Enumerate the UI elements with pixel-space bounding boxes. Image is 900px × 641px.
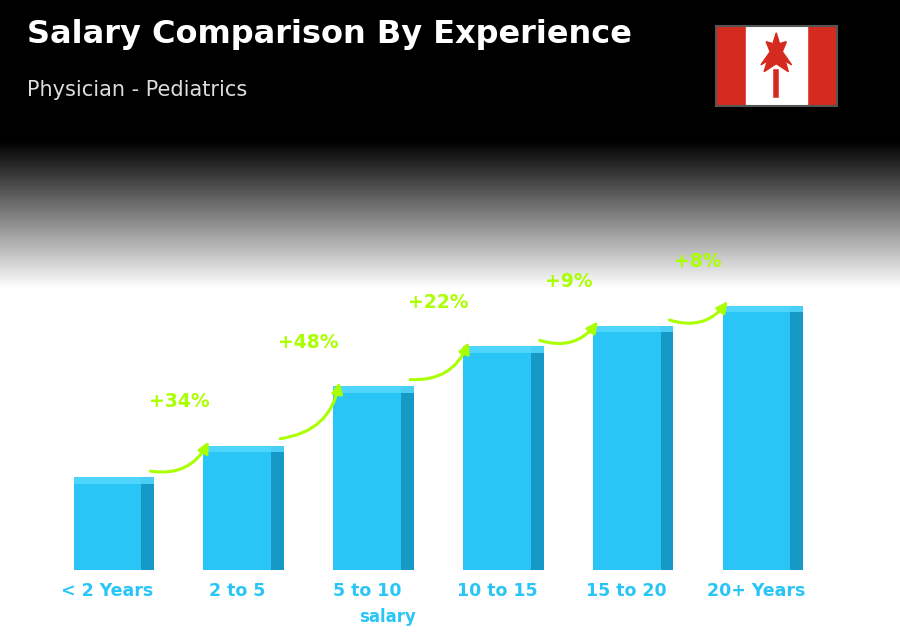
Text: Average Yearly Salary: Average Yearly Salary <box>874 308 886 436</box>
Text: explorer.com: explorer.com <box>418 608 526 626</box>
Bar <box>746 26 806 106</box>
Bar <box>593 326 661 570</box>
Bar <box>531 346 544 570</box>
Bar <box>74 478 141 570</box>
Polygon shape <box>760 33 792 72</box>
Bar <box>464 346 544 353</box>
Bar <box>593 326 673 333</box>
Text: +34%: +34% <box>148 392 209 411</box>
Text: salary: salary <box>359 608 416 626</box>
Text: Salary Comparison By Experience: Salary Comparison By Experience <box>27 19 632 50</box>
Bar <box>790 306 804 570</box>
Text: +9%: +9% <box>544 272 592 292</box>
Text: 386,000 CAD: 386,000 CAD <box>590 309 677 322</box>
Text: 354,000 CAD: 354,000 CAD <box>460 329 547 342</box>
Bar <box>806 26 837 106</box>
Bar <box>716 26 746 106</box>
Text: +22%: +22% <box>409 293 469 312</box>
Bar <box>271 445 284 570</box>
Text: Physician - Pediatrics: Physician - Pediatrics <box>27 80 248 100</box>
Bar <box>723 306 804 312</box>
Text: 291,000 CAD: 291,000 CAD <box>330 369 418 382</box>
Text: 418,000 CAD: 418,000 CAD <box>719 288 806 301</box>
Bar <box>141 478 154 570</box>
Bar <box>400 386 414 570</box>
Bar <box>661 326 673 570</box>
Text: +8%: +8% <box>674 252 722 271</box>
Text: +48%: +48% <box>278 333 339 352</box>
Bar <box>464 346 531 570</box>
Bar <box>74 478 154 484</box>
Bar <box>333 386 414 393</box>
Bar <box>203 445 284 453</box>
Text: 147,000 CAD: 147,000 CAD <box>70 460 158 473</box>
Bar <box>203 445 271 570</box>
Text: 197,000 CAD: 197,000 CAD <box>200 429 287 442</box>
Bar <box>723 306 790 570</box>
Bar <box>333 386 400 570</box>
